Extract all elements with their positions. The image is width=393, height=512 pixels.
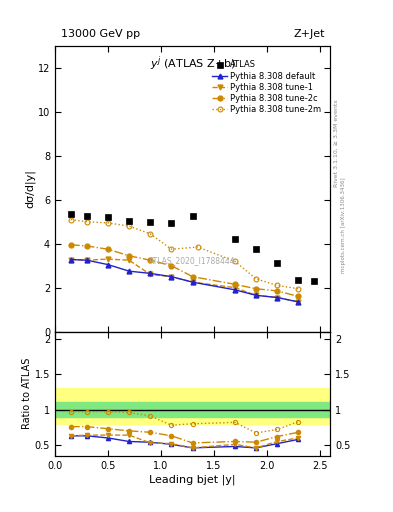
Pythia 8.308 tune-2m [233,258,237,264]
ATLAS [68,211,73,217]
Pythia 8.308 tune-2m [169,246,174,252]
Text: mcplots.cern.ch [arXiv:1306.3436]: mcplots.cern.ch [arXiv:1306.3436] [342,178,346,273]
Pythia 8.308 tune-2c [84,243,89,249]
Pythia 8.308 tune-1 [233,285,237,291]
Pythia 8.308 tune-1 [254,292,259,298]
Pythia 8.308 tune-2m [296,286,301,292]
X-axis label: Leading bjet |y|: Leading bjet |y| [149,475,236,485]
Pythia 8.308 default [84,257,89,263]
Pythia 8.308 default [127,268,131,274]
Pythia 8.308 tune-2c [233,281,237,287]
Text: 13000 GeV pp: 13000 GeV pp [61,29,140,39]
Pythia 8.308 tune-1 [127,257,131,263]
ATLAS [127,218,131,224]
Y-axis label: Ratio to ATLAS: Ratio to ATLAS [22,358,32,429]
ATLAS [169,220,174,226]
Pythia 8.308 tune-1 [169,273,174,280]
Pythia 8.308 default [254,292,259,298]
Pythia 8.308 default [68,257,73,263]
Pythia 8.308 tune-2c [127,253,131,259]
Pythia 8.308 tune-1 [275,294,279,301]
Pythia 8.308 tune-2c [106,246,110,252]
Pythia 8.308 tune-1 [190,279,195,285]
Pythia 8.308 tune-2c [275,288,279,294]
Pythia 8.308 tune-2m [275,283,279,289]
Pythia 8.308 tune-2c [254,286,259,292]
Pythia 8.308 default [275,294,279,301]
Pythia 8.308 tune-2c [190,273,195,280]
Pythia 8.308 tune-1 [84,257,89,263]
Text: $y^{j}$ (ATLAS Z+b): $y^{j}$ (ATLAS Z+b) [150,55,235,73]
Pythia 8.308 tune-2m [195,244,200,250]
Line: Pythia 8.308 default: Pythia 8.308 default [68,257,301,304]
Text: ATLAS_2020_I1788444: ATLAS_2020_I1788444 [149,255,236,265]
Pythia 8.308 tune-2c [296,293,301,300]
ATLAS [84,213,89,219]
Pythia 8.308 tune-2m [127,223,131,229]
ATLAS [148,219,152,225]
Text: Z+Jet: Z+Jet [293,29,325,39]
Pythia 8.308 default [296,299,301,305]
ATLAS [190,213,195,219]
Pythia 8.308 tune-2m [148,231,152,237]
ATLAS [254,246,259,252]
Pythia 8.308 tune-1 [296,299,301,305]
Y-axis label: dσ/d|y|: dσ/d|y| [24,169,35,208]
Pythia 8.308 tune-2m [84,219,89,225]
Pythia 8.308 tune-2m [106,220,110,226]
ATLAS [233,236,237,242]
Pythia 8.308 default [148,270,152,276]
ATLAS [106,215,110,221]
Pythia 8.308 tune-2c [169,263,174,269]
Pythia 8.308 tune-1 [68,257,73,263]
ATLAS [312,278,317,284]
Text: Rivet 3.1.10, ≥ 3.3M events: Rivet 3.1.10, ≥ 3.3M events [334,99,338,187]
Pythia 8.308 tune-1 [106,256,110,262]
Pythia 8.308 default [233,287,237,293]
Line: Pythia 8.308 tune-2m: Pythia 8.308 tune-2m [68,217,301,291]
Pythia 8.308 tune-2c [148,257,152,263]
Pythia 8.308 tune-2m [254,276,259,282]
Legend: ATLAS, Pythia 8.308 default, Pythia 8.308 tune-1, Pythia 8.308 tune-2c, Pythia 8: ATLAS, Pythia 8.308 default, Pythia 8.30… [210,59,323,116]
Pythia 8.308 tune-2c [68,242,73,248]
Line: Pythia 8.308 tune-2c: Pythia 8.308 tune-2c [68,242,301,299]
Pythia 8.308 tune-2m [68,217,73,223]
Line: Pythia 8.308 tune-1: Pythia 8.308 tune-1 [68,257,301,304]
ATLAS [275,261,279,267]
Line: ATLAS: ATLAS [68,211,318,284]
Pythia 8.308 default [190,279,195,285]
Pythia 8.308 default [169,273,174,280]
Pythia 8.308 tune-1 [148,271,152,278]
Pythia 8.308 default [106,262,110,268]
ATLAS [296,277,301,283]
